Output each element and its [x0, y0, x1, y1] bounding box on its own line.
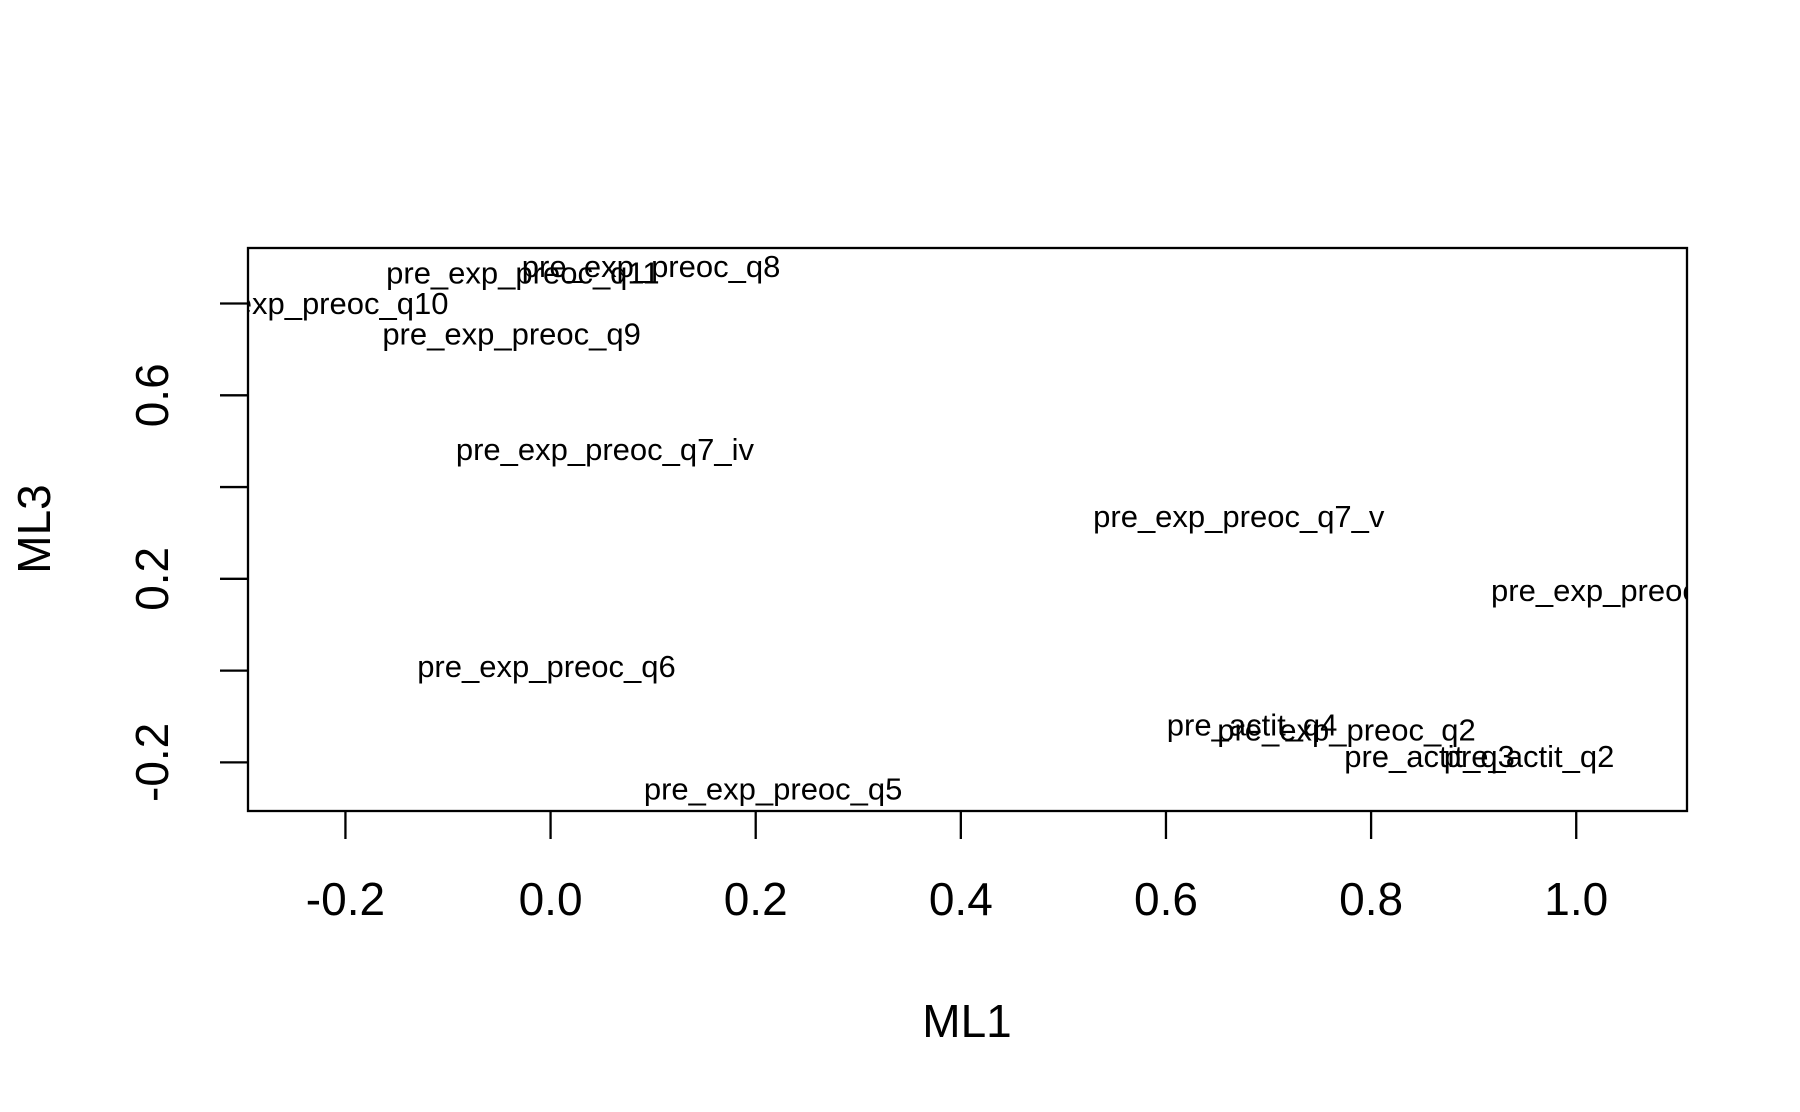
- point-label: pre_exp_preoc_q5: [644, 771, 903, 806]
- point-label: pre_exp_preoc_q1: [1491, 573, 1750, 608]
- point-label: pre_actit_q2: [1444, 739, 1615, 774]
- x-axis-title: ML1: [922, 995, 1011, 1047]
- y-tick-label: 0.2: [126, 547, 178, 611]
- points: pre_exp_preoc_q8pre_exp_preoc_q11pre_exp…: [173, 249, 1750, 807]
- point-label: pre_actit_q3: [1344, 739, 1515, 774]
- point-label: pre_exp_preoc_q9: [382, 316, 641, 351]
- x-tick-label: 1.0: [1544, 873, 1608, 925]
- x-tick-label: 0.6: [1134, 873, 1198, 925]
- x-tick-label: 0.4: [929, 873, 993, 925]
- x-tick-label: 0.2: [724, 873, 788, 925]
- x-tick-label: 0.8: [1339, 873, 1403, 925]
- point-label: pre_exp_preoc_q7_iv: [456, 432, 755, 467]
- point-label: pre_exp_preoc_q10: [173, 286, 449, 321]
- point-label: pre_exp_preoc_q11: [386, 256, 659, 291]
- x-tick-label: 0.0: [519, 873, 583, 925]
- y-tick-label: 0.6: [126, 363, 178, 427]
- y-tick-label: -0.2: [126, 723, 178, 802]
- point-label: pre_actit_q4: [1167, 708, 1338, 743]
- point-label: pre_exp_preoc_q6: [417, 649, 676, 684]
- plot-frame: [246, 246, 1689, 813]
- point-label: pre_exp_preoc_q7_v: [1093, 499, 1385, 534]
- point-label: pre_exp_preoc_q2: [1217, 712, 1476, 747]
- x-tick-label: -0.2: [306, 873, 385, 925]
- y-axis-title: ML3: [8, 484, 60, 573]
- point-label: pre_exp_preoc_q8: [522, 249, 781, 284]
